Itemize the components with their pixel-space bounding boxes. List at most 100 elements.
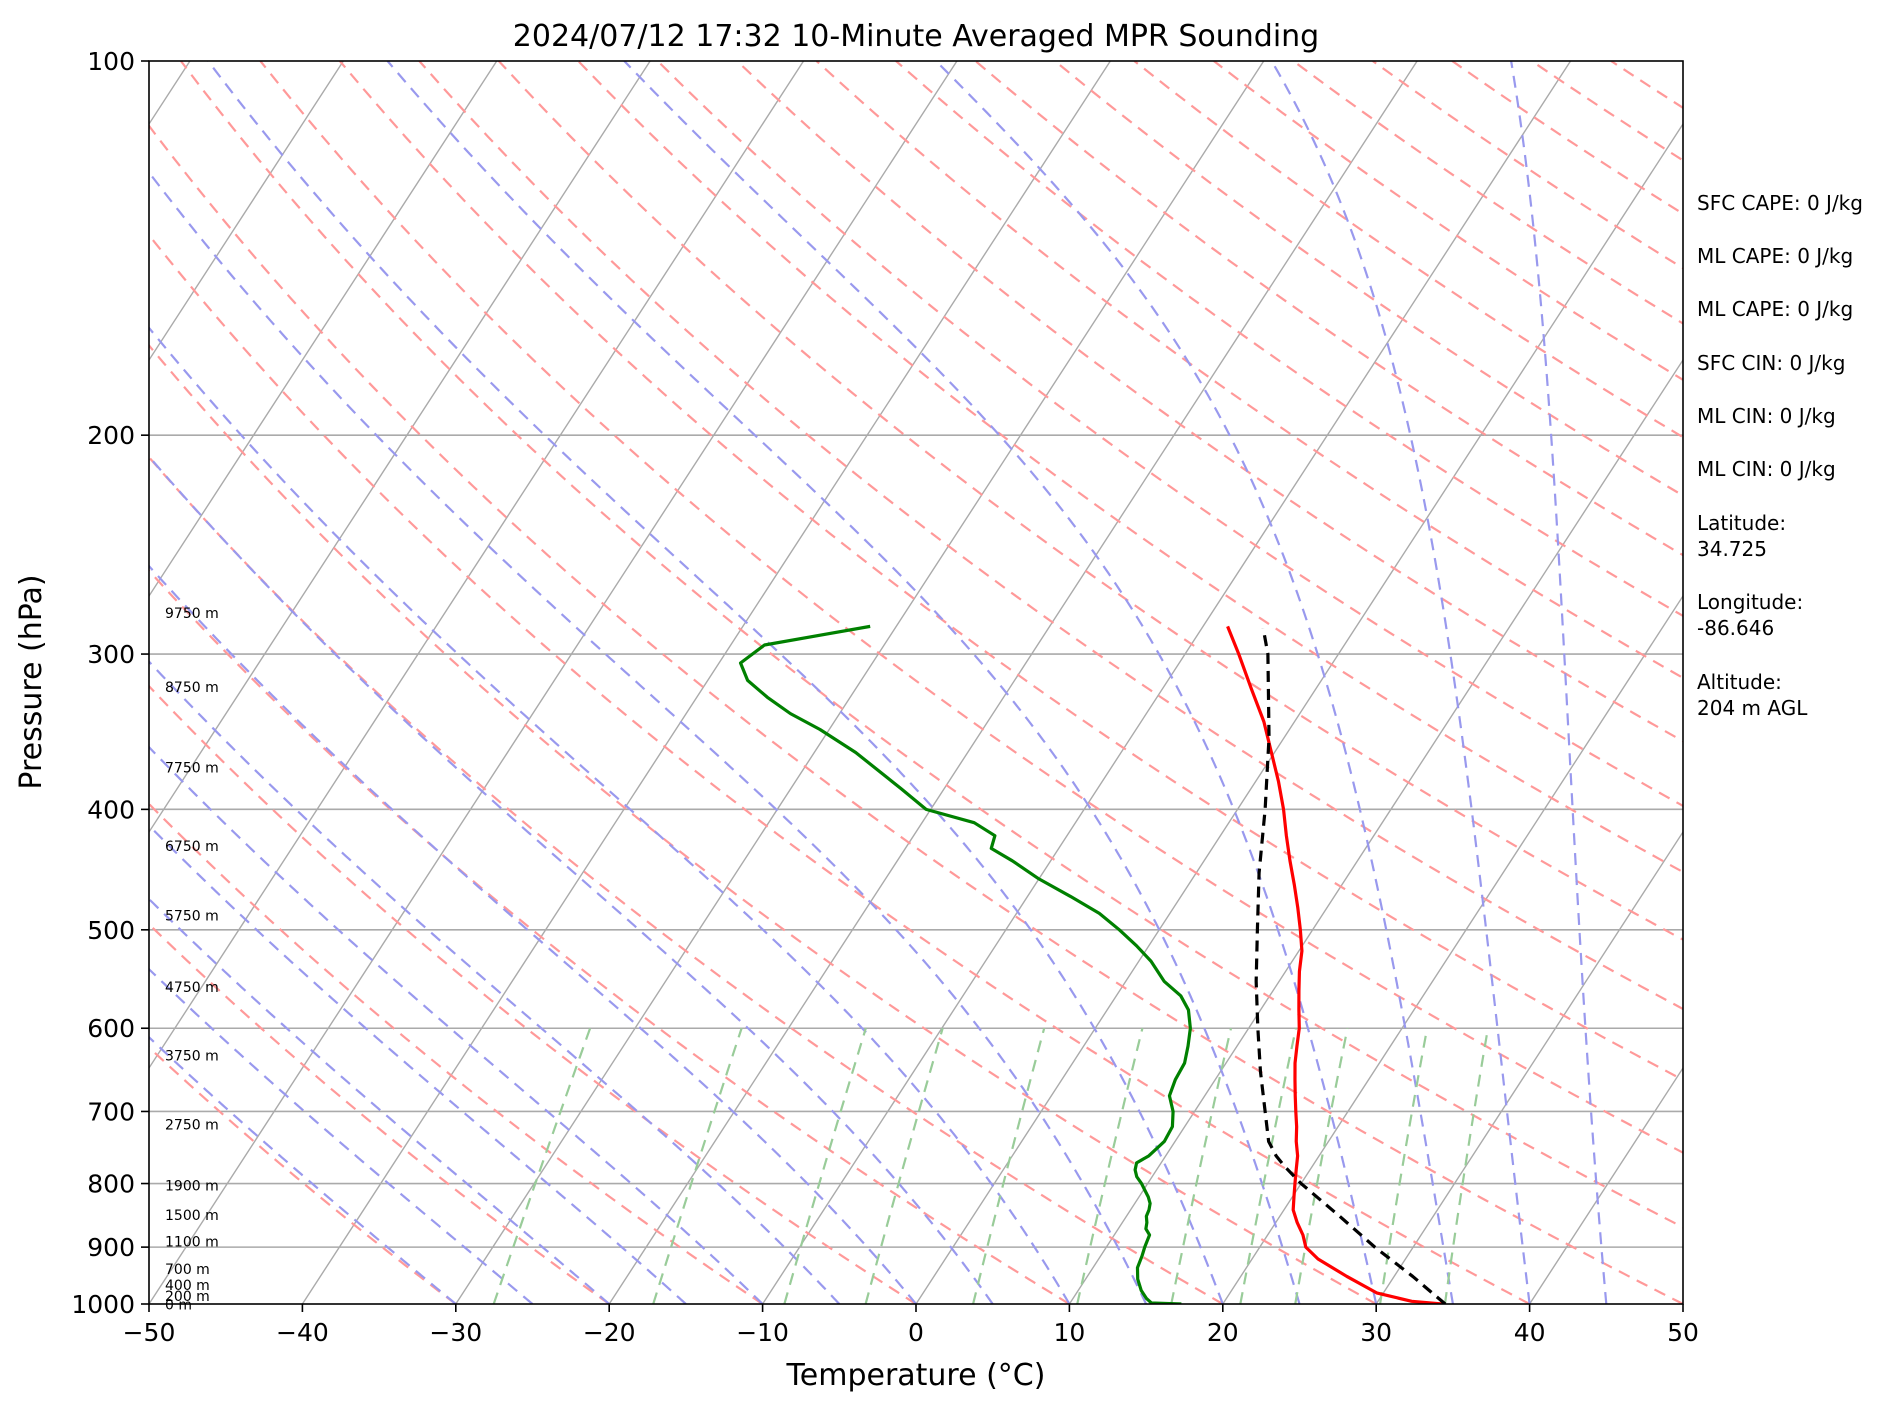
parcel-profile	[1254, 627, 1447, 1304]
isotherm-line	[301, 61, 1111, 1304]
moist-adiabat	[149, 564, 917, 1304]
isotherm-line	[455, 61, 1265, 1304]
y-tick-label: 900	[87, 1233, 135, 1262]
height-label: 5750 m	[165, 909, 219, 925]
dewpoint-profile	[738, 624, 1192, 1304]
height-label: 9750 m	[165, 606, 219, 622]
height-label: 0 m	[165, 1298, 192, 1314]
height-label: 2750 m	[165, 1117, 219, 1133]
x-tick-label: 0	[908, 1318, 924, 1347]
x-tick-label: −20	[583, 1318, 636, 1347]
height-label: 3750 m	[165, 1048, 219, 1064]
moist-adiabat	[1510, 61, 1608, 1304]
height-labels: 9750 m 8750 m 7750 m 6750 m 5750 m 4750 m 3750…	[165, 606, 219, 1314]
y-tick-label: 500	[87, 916, 135, 945]
dry-adiabat	[577, 61, 1683, 874]
info-latitude-value: 34.725	[1697, 537, 1767, 561]
mixing-ratio-line	[783, 1027, 867, 1304]
dry-adiabat	[895, 61, 1683, 618]
height-label: 400 m	[165, 1278, 210, 1294]
temperature-profile	[1226, 625, 1443, 1304]
mixing-ratio-line	[972, 1027, 1046, 1304]
dry-adiabat	[149, 569, 1070, 1304]
sounding-profiles	[738, 624, 1447, 1304]
x-tick-label: 50	[1667, 1318, 1699, 1347]
info-ml-cin: ML CIN: 0 J/kg	[1697, 404, 1836, 428]
y-tick-label: 1000	[71, 1290, 135, 1319]
x-tick-label: −10	[736, 1318, 789, 1347]
isotherm-line	[762, 61, 1572, 1304]
mixing-ratio-line	[1443, 1028, 1490, 1304]
dry-adiabat	[259, 61, 1683, 1154]
height-label: 1100 m	[165, 1235, 219, 1251]
info-sfc-cape: SFC CAPE: 0 J/kg	[1697, 191, 1863, 215]
x-tick-label: 30	[1360, 1318, 1392, 1347]
height-label: 1500 m	[165, 1208, 219, 1224]
moist-adiabat	[149, 170, 1148, 1304]
moist-adiabat	[149, 326, 1071, 1304]
info-ml-cin-2: ML CIN: 0 J/kg	[1697, 457, 1836, 481]
isotherm-line	[149, 61, 498, 598]
height-label: 200 m	[165, 1289, 210, 1305]
y-tick-label: 400	[87, 795, 135, 824]
x-tick-label: 40	[1514, 1318, 1546, 1347]
isotherm-line	[1529, 1066, 1683, 1304]
mixing-ratio-line	[864, 1027, 944, 1304]
info-latitude-label: Latitude:	[1697, 511, 1786, 535]
mixing-ratio-line	[1378, 1028, 1429, 1304]
background-lines	[149, 61, 1683, 1304]
x-tick-label: 20	[1207, 1318, 1239, 1347]
y-tick-label: 800	[87, 1170, 135, 1199]
dry-adiabat	[149, 233, 1531, 1304]
height-label: 700 m	[165, 1262, 210, 1278]
y-tick-label: 200	[87, 421, 135, 450]
y-tick-label: 600	[87, 1014, 135, 1043]
info-ml-cape-2: ML CAPE: 0 J/kg	[1697, 297, 1853, 321]
dry-adiabat	[149, 1045, 457, 1304]
moist-adiabat	[149, 660, 841, 1304]
x-axis-label: Temperature (°C)	[786, 1358, 1046, 1393]
height-label: 4750 m	[165, 980, 219, 996]
x-ticks: −50 −40 −30 −20 −10 0 10 20 30 40 50	[123, 1304, 1699, 1347]
info-altitude-value: 204 m AGL	[1697, 696, 1808, 720]
mixing-ratio-line	[1239, 1028, 1297, 1304]
isotherm-line	[149, 61, 344, 362]
info-sfc-cin: SFC CIN: 0 J/kg	[1697, 351, 1845, 375]
moist-adiabat	[623, 61, 1378, 1304]
dry-adiabat	[149, 343, 1377, 1304]
info-longitude-label: Longitude:	[1697, 590, 1803, 614]
info-longitude-value: -86.646	[1697, 616, 1774, 640]
dry-adiabat	[149, 124, 1683, 1304]
info-panel: SFC CAPE: 0 J/kg ML CAPE: 0 J/kg ML CAPE…	[1697, 191, 1863, 720]
dry-adiabat	[656, 61, 1683, 808]
x-tick-label: −40	[276, 1318, 329, 1347]
y-ticks: 100 200 300 400 500 600 700 800 900 1000	[71, 47, 149, 1319]
dry-adiabat	[149, 922, 610, 1304]
height-label: 8750 m	[165, 680, 219, 696]
chart-title: 2024/07/12 17:32 10-Minute Averaged MPR …	[513, 19, 1319, 54]
info-altitude-label: Altitude:	[1697, 670, 1782, 694]
y-tick-label: 300	[87, 640, 135, 669]
isotherm-line	[1375, 830, 1683, 1304]
mixing-ratio-line	[492, 1027, 592, 1304]
isotherm-line	[149, 61, 805, 1070]
info-ml-cape: ML CAPE: 0 J/kg	[1697, 244, 1853, 268]
height-label: 7750 m	[165, 760, 219, 776]
moist-adiabat	[149, 967, 534, 1304]
y-axis-label: Pressure (hPa)	[14, 574, 49, 789]
mixing-ratio-line	[1076, 1027, 1144, 1304]
moist-adiabat	[935, 61, 1454, 1304]
x-tick-label: 10	[1053, 1318, 1085, 1347]
dry-adiabat	[338, 61, 1683, 1082]
isotherm-line	[149, 61, 958, 1304]
x-tick-label: −50	[123, 1318, 176, 1347]
x-tick-label: −30	[429, 1318, 482, 1347]
dry-adiabat	[180, 61, 1683, 1229]
dry-adiabat	[736, 61, 1683, 743]
y-tick-label: 100	[87, 47, 135, 76]
mixing-ratio-line	[652, 1027, 743, 1304]
height-label: 6750 m	[165, 839, 219, 855]
isotherm-line	[608, 61, 1418, 1304]
moist-adiabat	[149, 745, 764, 1304]
isotherm-line	[915, 122, 1683, 1304]
